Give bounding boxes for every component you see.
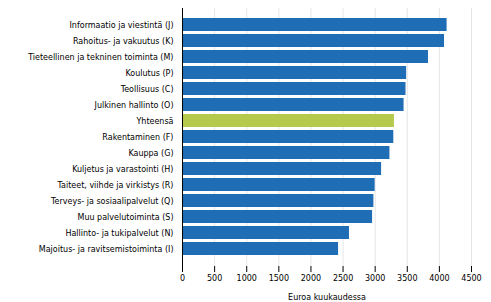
svg-text:Julkinen hallinto (O): Julkinen hallinto (O) — [94, 101, 174, 110]
svg-text:Muu palvelutoiminta (S): Muu palvelutoiminta (S) — [78, 213, 174, 222]
svg-text:Koulutus (P): Koulutus (P) — [125, 69, 173, 78]
svg-text:Yhteensä: Yhteensä — [135, 117, 173, 126]
svg-text:Euroa kuukaudessa: Euroa kuukaudessa — [288, 293, 366, 302]
svg-text:Kauppa (G): Kauppa (G) — [128, 149, 173, 158]
svg-text:0: 0 — [180, 274, 185, 283]
svg-text:Kuljetus ja varastointi (H): Kuljetus ja varastointi (H) — [72, 165, 173, 174]
svg-text:2000: 2000 — [301, 274, 321, 283]
svg-text:Hallinto- ja tukipalvelut (N): Hallinto- ja tukipalvelut (N) — [65, 229, 173, 238]
svg-text:4000: 4000 — [429, 274, 449, 283]
svg-text:Teollisuus (C): Teollisuus (C) — [120, 85, 174, 94]
svg-text:Taiteet, viihde ja virkistys (: Taiteet, viihde ja virkistys (R) — [56, 181, 173, 190]
svg-text:3500: 3500 — [397, 274, 417, 283]
svg-text:1500: 1500 — [269, 274, 289, 283]
svg-text:3000: 3000 — [365, 274, 385, 283]
svg-text:Terveys- ja sosiaalipalvelut (: Terveys- ja sosiaalipalvelut (Q) — [50, 197, 173, 206]
svg-text:500: 500 — [207, 274, 222, 283]
svg-text:Rahoitus- ja vakuutus (K): Rahoitus- ja vakuutus (K) — [73, 37, 174, 46]
svg-text:Majoitus- ja ravitsemistoimint: Majoitus- ja ravitsemistoiminta (I) — [39, 245, 174, 254]
svg-text:4500: 4500 — [461, 274, 481, 283]
svg-text:Tieteellinen ja tekninen toimi: Tieteellinen ja tekninen toiminta (M) — [27, 53, 173, 62]
svg-text:1000: 1000 — [237, 274, 257, 283]
svg-text:Rakentaminen (F): Rakentaminen (F) — [102, 133, 173, 142]
svg-text:2500: 2500 — [333, 274, 353, 283]
svg-text:Informaatio ja viestintä (J): Informaatio ja viestintä (J) — [69, 21, 173, 30]
